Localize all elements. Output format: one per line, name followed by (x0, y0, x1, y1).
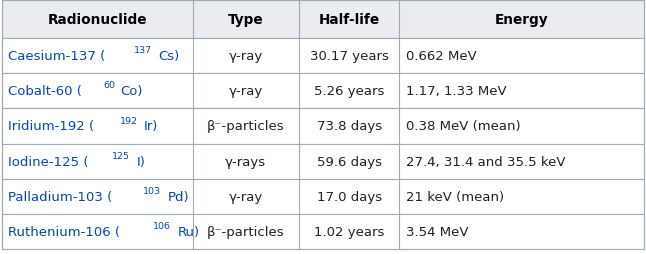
Text: Half-life: Half-life (318, 13, 380, 27)
Text: 103: 103 (143, 186, 161, 195)
Text: 30.17 years: 30.17 years (309, 50, 389, 63)
Text: I): I) (137, 155, 145, 168)
Text: γ-ray: γ-ray (229, 50, 263, 63)
Text: 0.662 MeV: 0.662 MeV (406, 50, 477, 63)
Bar (2, 109, 644, 144)
Text: 73.8 days: 73.8 days (317, 120, 382, 133)
Text: β⁻-particles: β⁻-particles (207, 120, 285, 133)
Text: Co): Co) (121, 85, 143, 98)
Text: Pd): Pd) (167, 190, 189, 203)
Text: 60: 60 (104, 81, 116, 90)
Text: 192: 192 (120, 116, 138, 125)
Text: 1.02 years: 1.02 years (314, 225, 384, 238)
Text: Ir): Ir) (144, 120, 158, 133)
Text: Cs): Cs) (158, 50, 180, 63)
Text: 137: 137 (134, 46, 152, 55)
Text: γ-rays: γ-rays (225, 155, 266, 168)
Text: Ru): Ru) (178, 225, 200, 238)
Bar (2, 39, 644, 74)
Text: 17.0 days: 17.0 days (317, 190, 382, 203)
Text: 1.17, 1.33 MeV: 1.17, 1.33 MeV (406, 85, 506, 98)
Text: Energy: Energy (495, 13, 548, 27)
Bar (2, 1, 644, 39)
Text: Palladium-103 (: Palladium-103 ( (8, 190, 112, 203)
Text: β⁻-particles: β⁻-particles (207, 225, 285, 238)
Text: 27.4, 31.4 and 35.5 keV: 27.4, 31.4 and 35.5 keV (406, 155, 565, 168)
Text: Caesium-137 (: Caesium-137 ( (8, 50, 106, 63)
Text: 3.54 MeV: 3.54 MeV (406, 225, 468, 238)
Text: Type: Type (228, 13, 264, 27)
Text: 59.6 days: 59.6 days (317, 155, 382, 168)
Bar (2, 214, 644, 249)
Text: γ-ray: γ-ray (229, 190, 263, 203)
Text: 21 keV (mean): 21 keV (mean) (406, 190, 504, 203)
Text: Ruthenium-106 (: Ruthenium-106 ( (8, 225, 120, 238)
Text: 106: 106 (153, 221, 171, 230)
Text: 125: 125 (112, 151, 130, 160)
Text: Iridium-192 (: Iridium-192 ( (8, 120, 94, 133)
Text: γ-ray: γ-ray (229, 85, 263, 98)
Text: Cobalt-60 (: Cobalt-60 ( (8, 85, 82, 98)
Bar (2, 179, 644, 214)
Text: 5.26 years: 5.26 years (314, 85, 384, 98)
Bar (2, 74, 644, 109)
Text: Radionuclide: Radionuclide (47, 13, 147, 27)
Text: Iodine-125 (: Iodine-125 ( (8, 155, 89, 168)
Text: 0.38 MeV (mean): 0.38 MeV (mean) (406, 120, 520, 133)
Bar (2, 144, 644, 179)
